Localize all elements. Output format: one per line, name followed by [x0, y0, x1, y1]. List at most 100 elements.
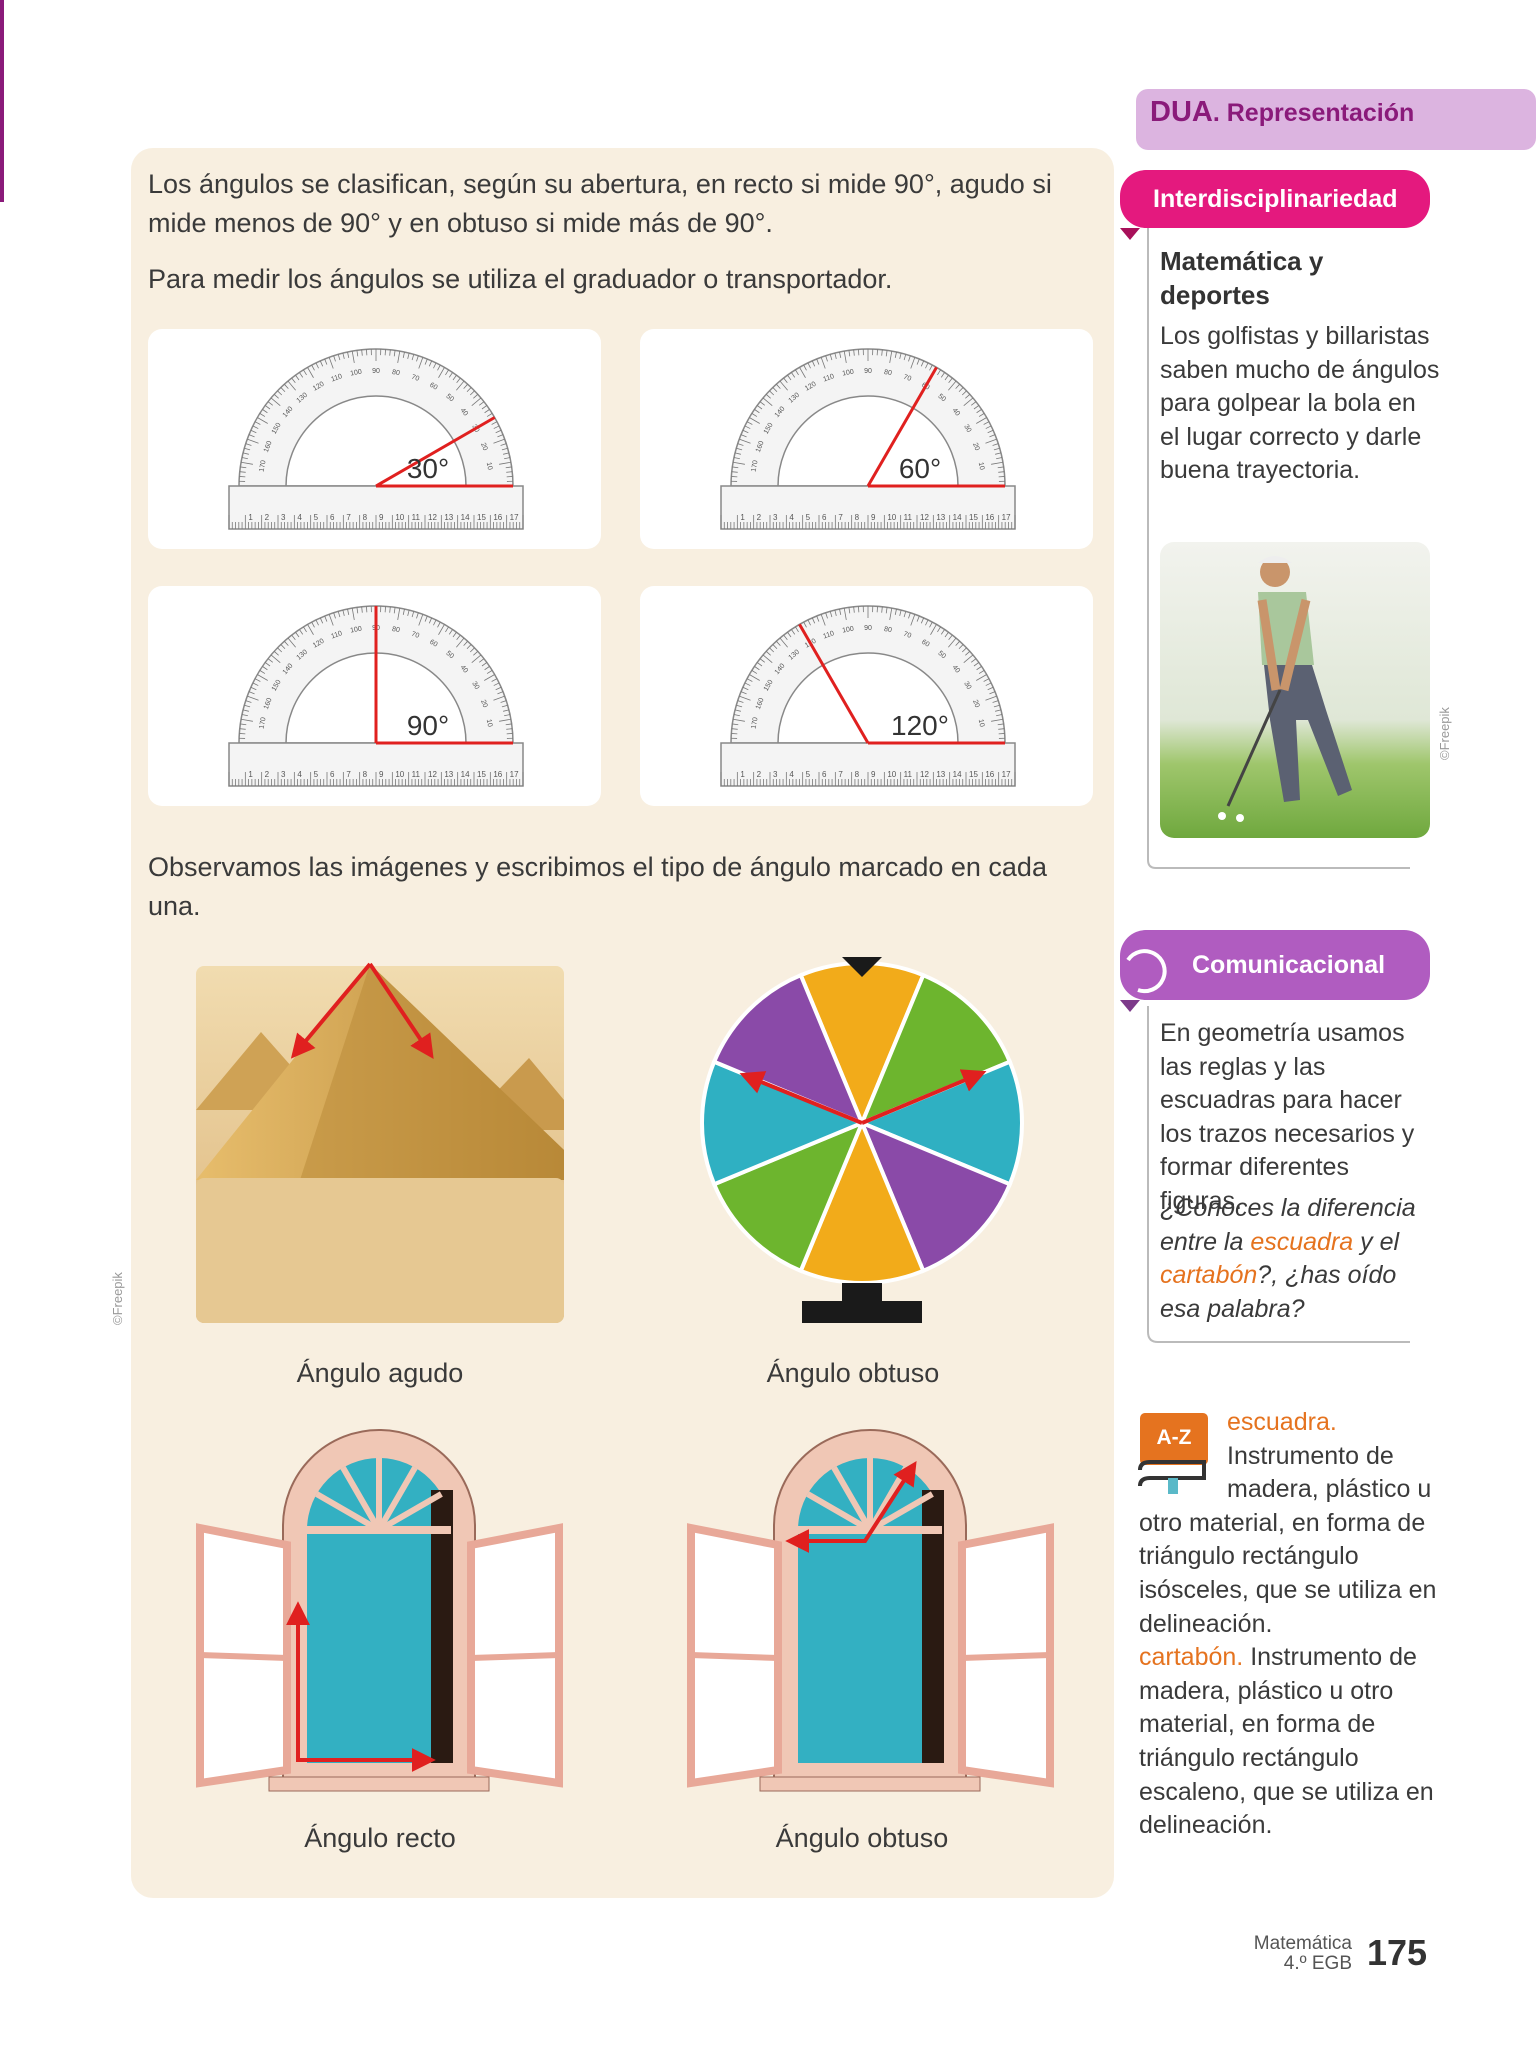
protractor-tick	[471, 654, 482, 663]
protractor-tick	[754, 666, 760, 671]
protractor-tick	[241, 461, 253, 465]
protractor-tick	[948, 380, 957, 391]
scale-label: 50	[444, 393, 455, 403]
protractor-tick	[807, 362, 811, 369]
caption: Ángulo obtuso	[775, 1823, 949, 1853]
protractor-tick	[991, 461, 1003, 465]
protractor-tick	[311, 621, 315, 628]
protractor-tick	[816, 615, 820, 622]
box-body: En geometría usamos las reglas y las esc…	[1160, 1019, 1415, 1215]
protractor-tick	[742, 429, 749, 434]
ruler-label: 9	[379, 513, 384, 522]
scale-label: 100	[842, 626, 855, 635]
protractor-tick	[418, 357, 424, 369]
protractor-tick	[486, 413, 493, 417]
ruler-label: 2	[265, 513, 270, 522]
ruler-label: 4	[789, 513, 794, 522]
tab-bg	[1120, 170, 1430, 228]
scale-label: 10	[485, 719, 493, 728]
protractor-tick	[843, 351, 847, 363]
protractor-tick	[337, 354, 341, 361]
tab-icon	[1126, 949, 1167, 994]
protractor-tick	[469, 390, 475, 396]
protractor-tick	[799, 367, 806, 378]
protractor-tick	[976, 674, 987, 681]
protractor-tick	[834, 352, 837, 359]
wheel-segment	[798, 1117, 926, 1285]
window-shadow	[431, 1490, 453, 1763]
protractor-tick	[438, 367, 445, 378]
window-bar	[315, 1491, 381, 1533]
scale-label: 10	[977, 719, 985, 728]
protractor-tick	[839, 608, 842, 615]
protractor-tick	[242, 452, 249, 455]
window-sill	[268, 1776, 490, 1792]
protractor-tick	[471, 397, 482, 406]
protractor-tick	[929, 621, 933, 628]
protractor-tick	[500, 443, 507, 446]
protractor-tick	[848, 350, 851, 357]
protractor-tick	[829, 611, 833, 618]
protractor-tick	[393, 607, 396, 614]
protractor-tick	[787, 374, 792, 381]
protractor-tick	[254, 678, 261, 682]
ruler-label: 14	[953, 513, 962, 522]
ruler-label: 6	[822, 770, 827, 779]
protractor-tick	[734, 709, 741, 712]
window-sill	[759, 1776, 981, 1792]
protractor-tick	[749, 674, 760, 681]
protractor-tick	[916, 358, 920, 365]
protractor-tick	[411, 354, 415, 361]
protractor-tick	[937, 369, 941, 376]
protractor-tick	[407, 609, 410, 616]
protractor-tick	[270, 397, 281, 406]
paragraph: Para medir los ángulos se utiliza el gra…	[148, 264, 893, 294]
protractor-tick	[259, 413, 266, 417]
question-text: y el	[1353, 1227, 1400, 1256]
protractor-tick	[463, 383, 468, 389]
protractor-tick	[291, 377, 296, 384]
protractor-tick	[452, 374, 457, 381]
scale-label: 40	[459, 407, 469, 418]
scale-label: 20	[971, 699, 980, 709]
ruler-label: 3	[773, 513, 778, 522]
scale-label: 90	[864, 625, 872, 632]
protractor-tick	[816, 358, 820, 365]
protractor-tick	[478, 658, 485, 663]
protractor-tick	[456, 380, 465, 391]
protractor-tick	[284, 640, 289, 646]
protractor-tick	[506, 471, 513, 473]
protractor-tick	[744, 425, 751, 429]
protractor-tick	[733, 718, 745, 722]
ruler-label: 2	[757, 770, 762, 779]
protractor-tick	[762, 654, 773, 663]
icon-space	[1139, 1406, 1227, 1506]
ruler-label: 7	[838, 513, 843, 522]
ruler-label: 1	[248, 770, 253, 779]
protractor-tick	[481, 405, 488, 410]
protractor-tick	[295, 374, 300, 381]
protractor-tick	[961, 390, 967, 396]
protractor-tick	[500, 700, 507, 703]
scale-label: 160	[263, 697, 274, 710]
angle-arrows	[785, 1460, 917, 1553]
protractor-tick	[484, 409, 490, 414]
scale-label: 60	[920, 639, 930, 649]
protractor-tick	[504, 714, 511, 717]
protractor-tick	[262, 409, 268, 414]
protractor-tick	[473, 651, 479, 656]
scale-label: 30	[962, 681, 972, 691]
scale-label: 70	[410, 374, 420, 383]
protractor-tick	[295, 631, 300, 638]
protractor-tick	[993, 447, 1000, 451]
protractor-tick	[397, 351, 401, 363]
question-text: ?, ¿has oído esa palabra?	[1160, 1261, 1397, 1323]
ruler-label: 10	[395, 770, 404, 779]
scale-label: 170	[751, 460, 760, 473]
protractor-tick	[853, 349, 855, 356]
protractor-tick	[998, 471, 1005, 473]
glossary-icon-label: A-Z	[1156, 1426, 1192, 1449]
caption: Ángulo recto	[304, 1823, 456, 1853]
protractor-tick	[448, 372, 453, 378]
